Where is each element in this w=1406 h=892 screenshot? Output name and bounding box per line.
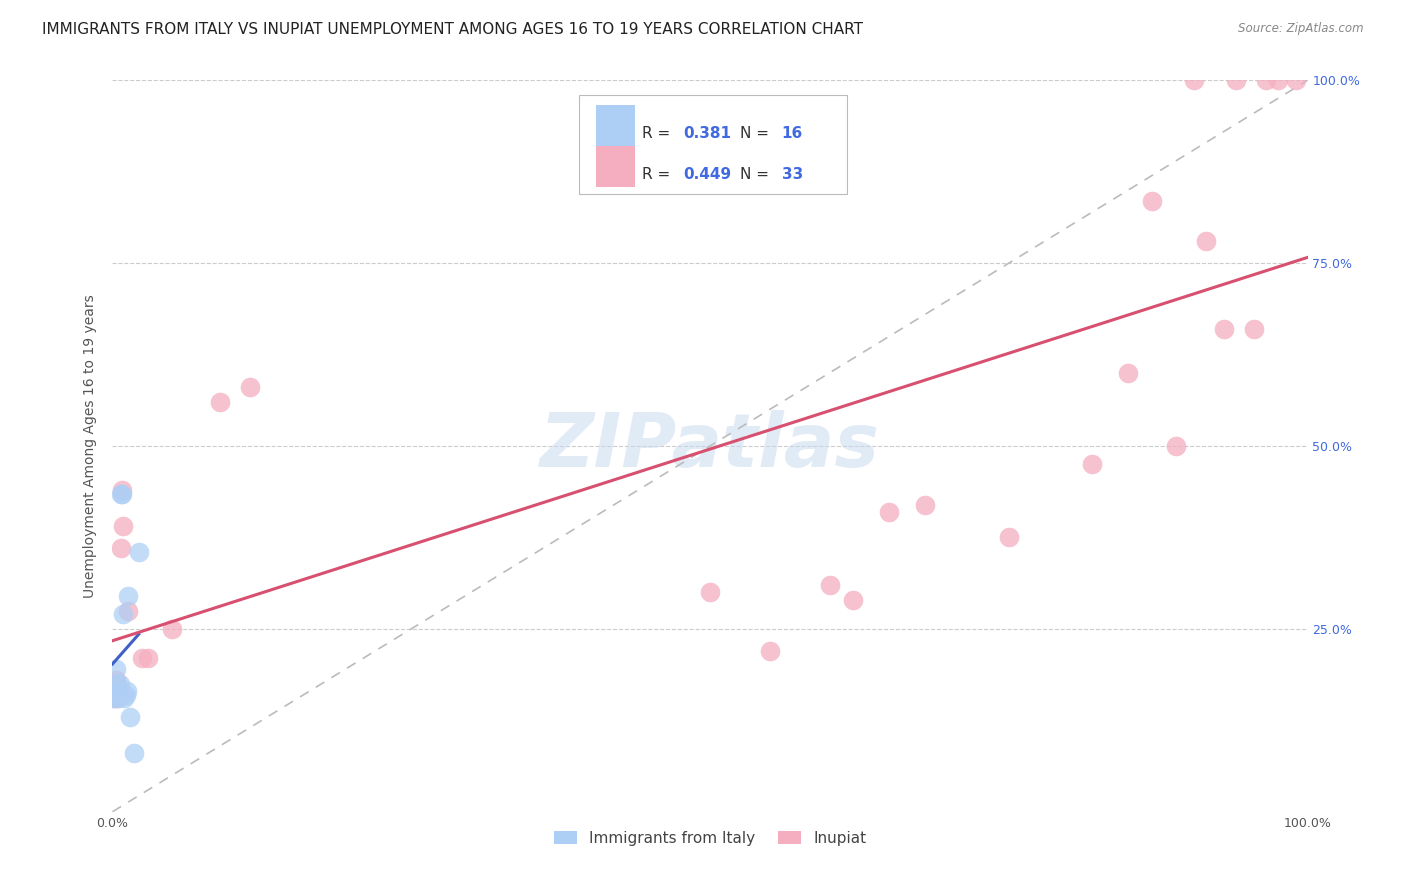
FancyBboxPatch shape (596, 146, 634, 187)
Point (1225, 73, 1247, 87)
Point (104, 676, 127, 690)
Text: 16: 16 (782, 126, 803, 141)
Point (103, 684, 125, 698)
Point (1243, 322, 1265, 336)
Text: 0.449: 0.449 (683, 167, 733, 182)
Point (1166, 439, 1188, 453)
Point (138, 651, 160, 665)
Point (914, 498, 936, 512)
Point (103, 691, 125, 706)
Point (105, 676, 128, 690)
Text: R =: R = (643, 167, 675, 182)
FancyBboxPatch shape (579, 95, 848, 194)
Point (1142, 194, 1164, 208)
Point (128, 545, 150, 559)
Point (105, 691, 128, 706)
Point (1182, 73, 1205, 87)
Point (117, 589, 139, 603)
Y-axis label: Unemployment Among Ages 16 to 19 years: Unemployment Among Ages 16 to 19 years (83, 294, 97, 598)
Point (879, 505, 901, 519)
Point (1285, 73, 1308, 87)
Point (1118, 366, 1140, 380)
Point (209, 395, 232, 409)
Point (117, 603, 139, 617)
Point (112, 607, 135, 622)
Point (998, 530, 1021, 544)
Text: R =: R = (643, 126, 675, 141)
Text: 33: 33 (782, 167, 803, 182)
Point (105, 673, 128, 687)
Point (120, 709, 142, 723)
Point (1254, 73, 1277, 87)
Point (1195, 234, 1218, 248)
Point (122, 746, 145, 760)
Point (131, 651, 153, 665)
Point (110, 541, 132, 556)
Point (105, 676, 128, 690)
Point (107, 691, 129, 706)
Point (114, 691, 135, 706)
Text: 0.381: 0.381 (683, 126, 731, 141)
Text: IMMIGRANTS FROM ITALY VS INUPIAT UNEMPLOYMENT AMONG AGES 16 TO 19 YEARS CORRELAT: IMMIGRANTS FROM ITALY VS INUPIAT UNEMPLO… (42, 22, 863, 37)
Text: Source: ZipAtlas.com: Source: ZipAtlas.com (1239, 22, 1364, 36)
Point (699, 585, 721, 599)
Point (103, 691, 125, 706)
Point (112, 519, 135, 533)
Point (842, 592, 865, 607)
Point (110, 486, 132, 500)
Point (115, 684, 138, 698)
Point (162, 622, 183, 636)
Text: N =: N = (740, 126, 773, 141)
Point (1213, 322, 1236, 336)
Point (759, 644, 782, 658)
FancyBboxPatch shape (596, 104, 634, 145)
Legend: Immigrants from Italy, Inupiat: Immigrants from Italy, Inupiat (548, 824, 872, 852)
Point (114, 688, 136, 702)
Text: ZIPatlas: ZIPatlas (540, 409, 880, 483)
Point (108, 676, 131, 690)
Point (818, 578, 841, 592)
Point (111, 486, 134, 500)
Point (111, 483, 134, 497)
Point (105, 662, 128, 676)
Point (1267, 73, 1289, 87)
Point (239, 380, 262, 394)
Text: N =: N = (740, 167, 773, 182)
Point (1081, 457, 1104, 471)
